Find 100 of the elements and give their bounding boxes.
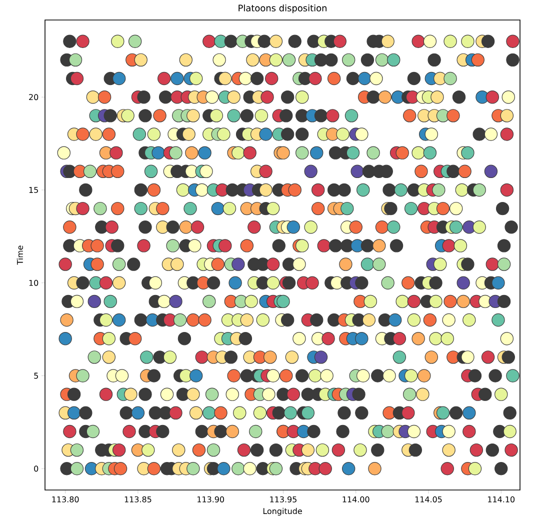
point (472, 183, 486, 197)
point (195, 350, 208, 364)
point (280, 90, 294, 104)
point (272, 406, 286, 420)
point (388, 313, 402, 327)
point (86, 424, 100, 438)
point (134, 313, 148, 327)
point (94, 202, 107, 216)
point (67, 406, 81, 420)
point (444, 72, 457, 86)
point (311, 202, 325, 216)
point (288, 34, 302, 48)
point (134, 202, 148, 216)
point (111, 239, 124, 252)
point (158, 90, 172, 104)
point (266, 258, 280, 271)
point (340, 202, 354, 216)
point (371, 369, 384, 382)
point (195, 424, 208, 438)
point (248, 220, 261, 234)
point (342, 462, 356, 476)
point (138, 109, 152, 122)
point (342, 53, 356, 67)
point (390, 239, 404, 252)
point (68, 53, 82, 67)
point (488, 369, 502, 382)
point (83, 164, 97, 178)
point (314, 350, 328, 364)
point (224, 34, 238, 48)
point (280, 109, 293, 122)
point (500, 332, 514, 346)
point (269, 462, 283, 476)
point (169, 146, 182, 160)
point (503, 406, 516, 420)
point (296, 146, 309, 160)
point (308, 72, 322, 86)
point (500, 128, 514, 141)
point (76, 369, 90, 382)
point (104, 109, 117, 122)
point (492, 276, 505, 290)
point (134, 183, 148, 197)
point (375, 53, 389, 67)
point (76, 202, 90, 216)
point (63, 34, 76, 48)
point (449, 406, 463, 420)
point (228, 276, 242, 290)
point (218, 239, 232, 252)
point (500, 183, 514, 197)
point (156, 424, 170, 438)
point (206, 276, 220, 290)
point (336, 424, 350, 438)
point (310, 313, 324, 327)
point (112, 258, 126, 271)
point (127, 258, 140, 271)
point (296, 369, 309, 382)
point (211, 202, 224, 216)
point (137, 239, 150, 252)
point (484, 164, 498, 178)
point (79, 183, 92, 197)
point (250, 443, 264, 457)
point (506, 53, 520, 67)
point (392, 332, 406, 346)
point (138, 220, 152, 234)
point (58, 258, 72, 271)
point (112, 72, 126, 86)
point (112, 313, 126, 327)
point (371, 443, 384, 457)
point (504, 220, 518, 234)
point (269, 443, 283, 457)
point (120, 406, 133, 420)
point (462, 424, 476, 438)
point (366, 90, 380, 104)
point (170, 72, 184, 86)
point (355, 406, 368, 420)
point (217, 462, 230, 476)
point (206, 443, 220, 457)
point (185, 146, 198, 160)
point (282, 276, 296, 290)
point (481, 350, 495, 364)
point (240, 109, 254, 122)
point (166, 220, 180, 234)
point (169, 294, 182, 308)
point (381, 424, 394, 438)
point (470, 443, 484, 457)
point (79, 406, 92, 420)
point (99, 388, 113, 401)
point (346, 72, 360, 86)
point (338, 406, 351, 420)
point (338, 183, 351, 197)
point (122, 424, 136, 438)
point (250, 72, 264, 86)
point (318, 462, 332, 476)
point (70, 462, 84, 476)
point (358, 72, 372, 86)
point (88, 294, 101, 308)
point (292, 332, 306, 346)
point (440, 462, 454, 476)
point (311, 183, 325, 197)
point (217, 128, 230, 141)
point (310, 146, 324, 160)
